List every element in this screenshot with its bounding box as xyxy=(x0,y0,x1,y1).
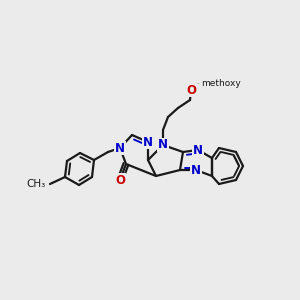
Text: O: O xyxy=(115,173,125,187)
Text: N: N xyxy=(143,136,153,148)
Text: O: O xyxy=(186,83,196,97)
Text: N: N xyxy=(115,142,125,154)
Text: methoxy: methoxy xyxy=(194,82,200,84)
Text: methoxy: methoxy xyxy=(201,80,241,88)
Text: CH₃: CH₃ xyxy=(27,179,46,189)
Text: N: N xyxy=(191,164,201,176)
Text: N: N xyxy=(193,143,203,157)
Text: N: N xyxy=(158,139,168,152)
